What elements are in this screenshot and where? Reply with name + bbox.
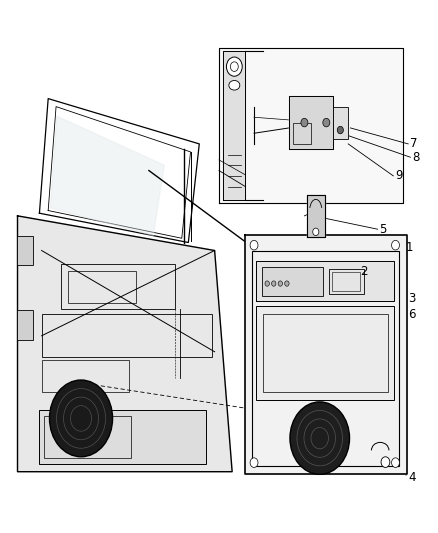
Polygon shape bbox=[289, 96, 333, 149]
Circle shape bbox=[272, 281, 276, 286]
Text: 6: 6 bbox=[408, 308, 416, 321]
Bar bbox=[17, 236, 33, 265]
Text: 7: 7 bbox=[410, 138, 418, 150]
Text: 4: 4 bbox=[408, 471, 416, 483]
Circle shape bbox=[49, 380, 113, 457]
Bar bbox=[252, 251, 399, 466]
Bar bbox=[333, 107, 348, 139]
Circle shape bbox=[313, 228, 319, 236]
Circle shape bbox=[250, 240, 258, 250]
Bar bbox=[42, 360, 129, 392]
Bar bbox=[262, 266, 323, 296]
Circle shape bbox=[381, 457, 390, 467]
Circle shape bbox=[265, 281, 269, 286]
Bar bbox=[263, 314, 388, 392]
Text: 8: 8 bbox=[413, 151, 420, 164]
Text: 5: 5 bbox=[380, 223, 387, 236]
Polygon shape bbox=[307, 195, 325, 237]
Polygon shape bbox=[256, 261, 394, 301]
Circle shape bbox=[250, 458, 258, 467]
Bar bbox=[44, 416, 131, 458]
Bar bbox=[332, 272, 360, 291]
Bar bbox=[61, 264, 175, 309]
Polygon shape bbox=[219, 48, 403, 203]
Bar bbox=[328, 269, 364, 294]
Circle shape bbox=[301, 118, 308, 127]
Polygon shape bbox=[245, 235, 407, 474]
Bar bbox=[17, 310, 33, 340]
Circle shape bbox=[323, 118, 330, 127]
Circle shape bbox=[278, 281, 283, 286]
Circle shape bbox=[392, 458, 399, 467]
Bar bbox=[68, 271, 136, 303]
Circle shape bbox=[226, 57, 242, 76]
Text: 2: 2 bbox=[360, 265, 367, 278]
Polygon shape bbox=[18, 216, 232, 472]
Bar bbox=[256, 306, 394, 400]
Circle shape bbox=[285, 281, 289, 286]
Bar bbox=[42, 314, 212, 357]
Text: 3: 3 bbox=[408, 292, 415, 305]
Polygon shape bbox=[223, 51, 245, 200]
Polygon shape bbox=[50, 116, 164, 236]
Text: 1: 1 bbox=[406, 241, 413, 254]
Text: 9: 9 bbox=[395, 169, 403, 182]
Circle shape bbox=[230, 62, 238, 71]
Bar bbox=[293, 123, 311, 144]
Circle shape bbox=[290, 402, 350, 474]
Circle shape bbox=[392, 240, 399, 250]
Circle shape bbox=[337, 126, 343, 134]
Ellipse shape bbox=[229, 80, 240, 90]
Bar bbox=[39, 410, 206, 464]
